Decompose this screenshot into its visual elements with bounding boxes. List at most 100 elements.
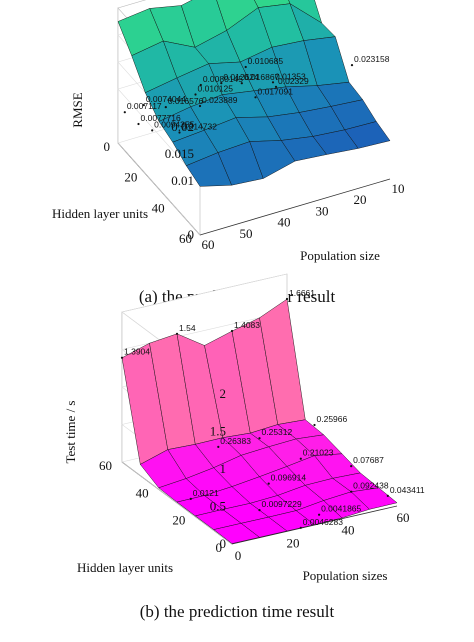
caption-b: (b) the prediction time result <box>139 602 335 621</box>
data-point <box>194 93 197 96</box>
y-tick-label: 60 <box>99 458 112 473</box>
data-point <box>318 513 321 516</box>
data-point <box>199 83 202 87</box>
data-label: 0.0074044 <box>146 94 186 104</box>
data-label: 0.010125 <box>198 83 234 93</box>
data-point <box>271 81 275 84</box>
data-point <box>313 423 316 427</box>
data-point <box>198 104 202 108</box>
y-tick-label: 40 <box>136 485 149 500</box>
data-label: 0.016576 <box>168 96 204 106</box>
data-point <box>217 445 220 448</box>
data-label: 0.21023 <box>303 448 334 458</box>
data-label: 0.043411 <box>390 485 425 495</box>
data-label: 0.0094355 <box>154 119 194 129</box>
data-point <box>189 497 192 500</box>
x-tick-label: 20 <box>354 192 367 207</box>
x-tick-label: 20 <box>287 535 300 550</box>
data-label: 1.3904 <box>124 347 150 357</box>
chart-panel-b: 0 0.5 1 1.5 2 0 20 40 60 0 20 40 60 Test time / s Popu… <box>0 273 474 642</box>
data-point <box>220 82 223 85</box>
data-point <box>285 297 289 301</box>
data-label: 0.02329 <box>278 76 309 86</box>
x-tick-label: 0 <box>235 548 242 563</box>
data-point <box>151 129 154 132</box>
data-point <box>267 482 270 485</box>
z-tick-label: 0.5 <box>210 499 226 514</box>
y-tick-label: 60 <box>179 231 192 246</box>
chart-panel-a: 0 0.01 0.015 0.02 10 20 30 40 50 60 0 20 40 60 RMSE Pop… <box>0 0 474 300</box>
x-tick-label: 10 <box>392 181 405 196</box>
data-point <box>350 64 354 67</box>
z-tick-label: 2 <box>220 386 227 401</box>
data-point <box>258 437 261 440</box>
data-label: 0.092438 <box>353 481 389 491</box>
data-label: 0.023158 <box>354 54 390 64</box>
x-tick-label: 30 <box>316 203 329 218</box>
data-label: 1.4083 <box>234 320 260 330</box>
data-label: 0.0121 <box>193 488 219 498</box>
data-label: 0.0097229 <box>262 499 302 509</box>
z-tick-label: 0.02 <box>171 119 194 134</box>
data-label: 0.016867 <box>244 72 280 82</box>
data-point <box>299 526 302 529</box>
data-point <box>350 490 353 493</box>
data-point <box>137 122 140 126</box>
data-point <box>299 457 302 460</box>
data-point <box>274 85 278 88</box>
surface-patch <box>344 121 391 149</box>
z-tick-label: 0 <box>188 227 195 242</box>
surface-patch <box>350 487 398 510</box>
x-axis-label: Population sizes <box>303 568 388 583</box>
data-point <box>164 106 167 109</box>
data-point <box>230 329 234 333</box>
z-tick-label: 1 <box>220 461 227 476</box>
y-tick-label: 20 <box>124 170 137 185</box>
data-label: 0.023889 <box>202 95 238 105</box>
data-label: 1.54 <box>179 323 196 333</box>
data-point <box>386 494 389 497</box>
data-label: 0.25312 <box>262 427 293 437</box>
data-label: 0.01353 <box>275 71 306 81</box>
data-label: 0.096914 <box>271 473 307 483</box>
data-point <box>120 356 124 359</box>
data-label: 0.014732 <box>182 121 218 131</box>
x-tick-label: 50 <box>240 226 253 241</box>
y-tick-label: 20 <box>172 513 185 528</box>
data-point <box>142 104 145 107</box>
data-point <box>240 82 243 85</box>
z-tick-label: 0 <box>220 536 227 551</box>
data-label: 0.012624 <box>223 72 259 82</box>
y-tick-label: 40 <box>152 200 165 215</box>
data-point <box>175 332 179 335</box>
data-label: 0.017091 <box>258 86 294 96</box>
data-point <box>123 111 126 114</box>
z-tick-label: 0.015 <box>165 146 194 161</box>
x-tick-label: 40 <box>278 215 291 230</box>
z-tick-label: 1.5 <box>210 424 226 439</box>
x-axis-label: Population size <box>300 248 380 263</box>
data-label: 0.0046283 <box>303 517 343 527</box>
data-label: 0.007117 <box>127 101 162 111</box>
z-axis-label: RMSE <box>70 92 85 127</box>
data-label: 0.0077716 <box>141 113 181 123</box>
data-label: 1.6661 <box>289 288 315 298</box>
x-tick-label: 60 <box>202 237 215 252</box>
data-label: 0.25966 <box>317 414 348 424</box>
y-axis-label: Hidden layer units <box>52 206 148 221</box>
y-tick-label: 0 <box>216 540 223 555</box>
z-tick-label: 0.01 <box>171 173 194 188</box>
data-point <box>254 96 257 99</box>
axis-line-0 <box>199 178 391 236</box>
x-tick-label: 40 <box>342 523 355 538</box>
axis-line-0 <box>231 505 398 545</box>
data-label: 0.26383 <box>220 436 251 446</box>
x-tick-label: 60 <box>397 510 410 525</box>
z-axis-label: Test time / s <box>63 400 78 463</box>
data-point <box>244 65 247 69</box>
rmse-surface-chart: 00.010.0150.021020304050600204060RMSEPop… <box>52 0 405 263</box>
data-point <box>178 131 181 134</box>
y-axis-label: Hidden layer units <box>77 560 173 575</box>
data-label: 0.07687 <box>353 455 384 465</box>
